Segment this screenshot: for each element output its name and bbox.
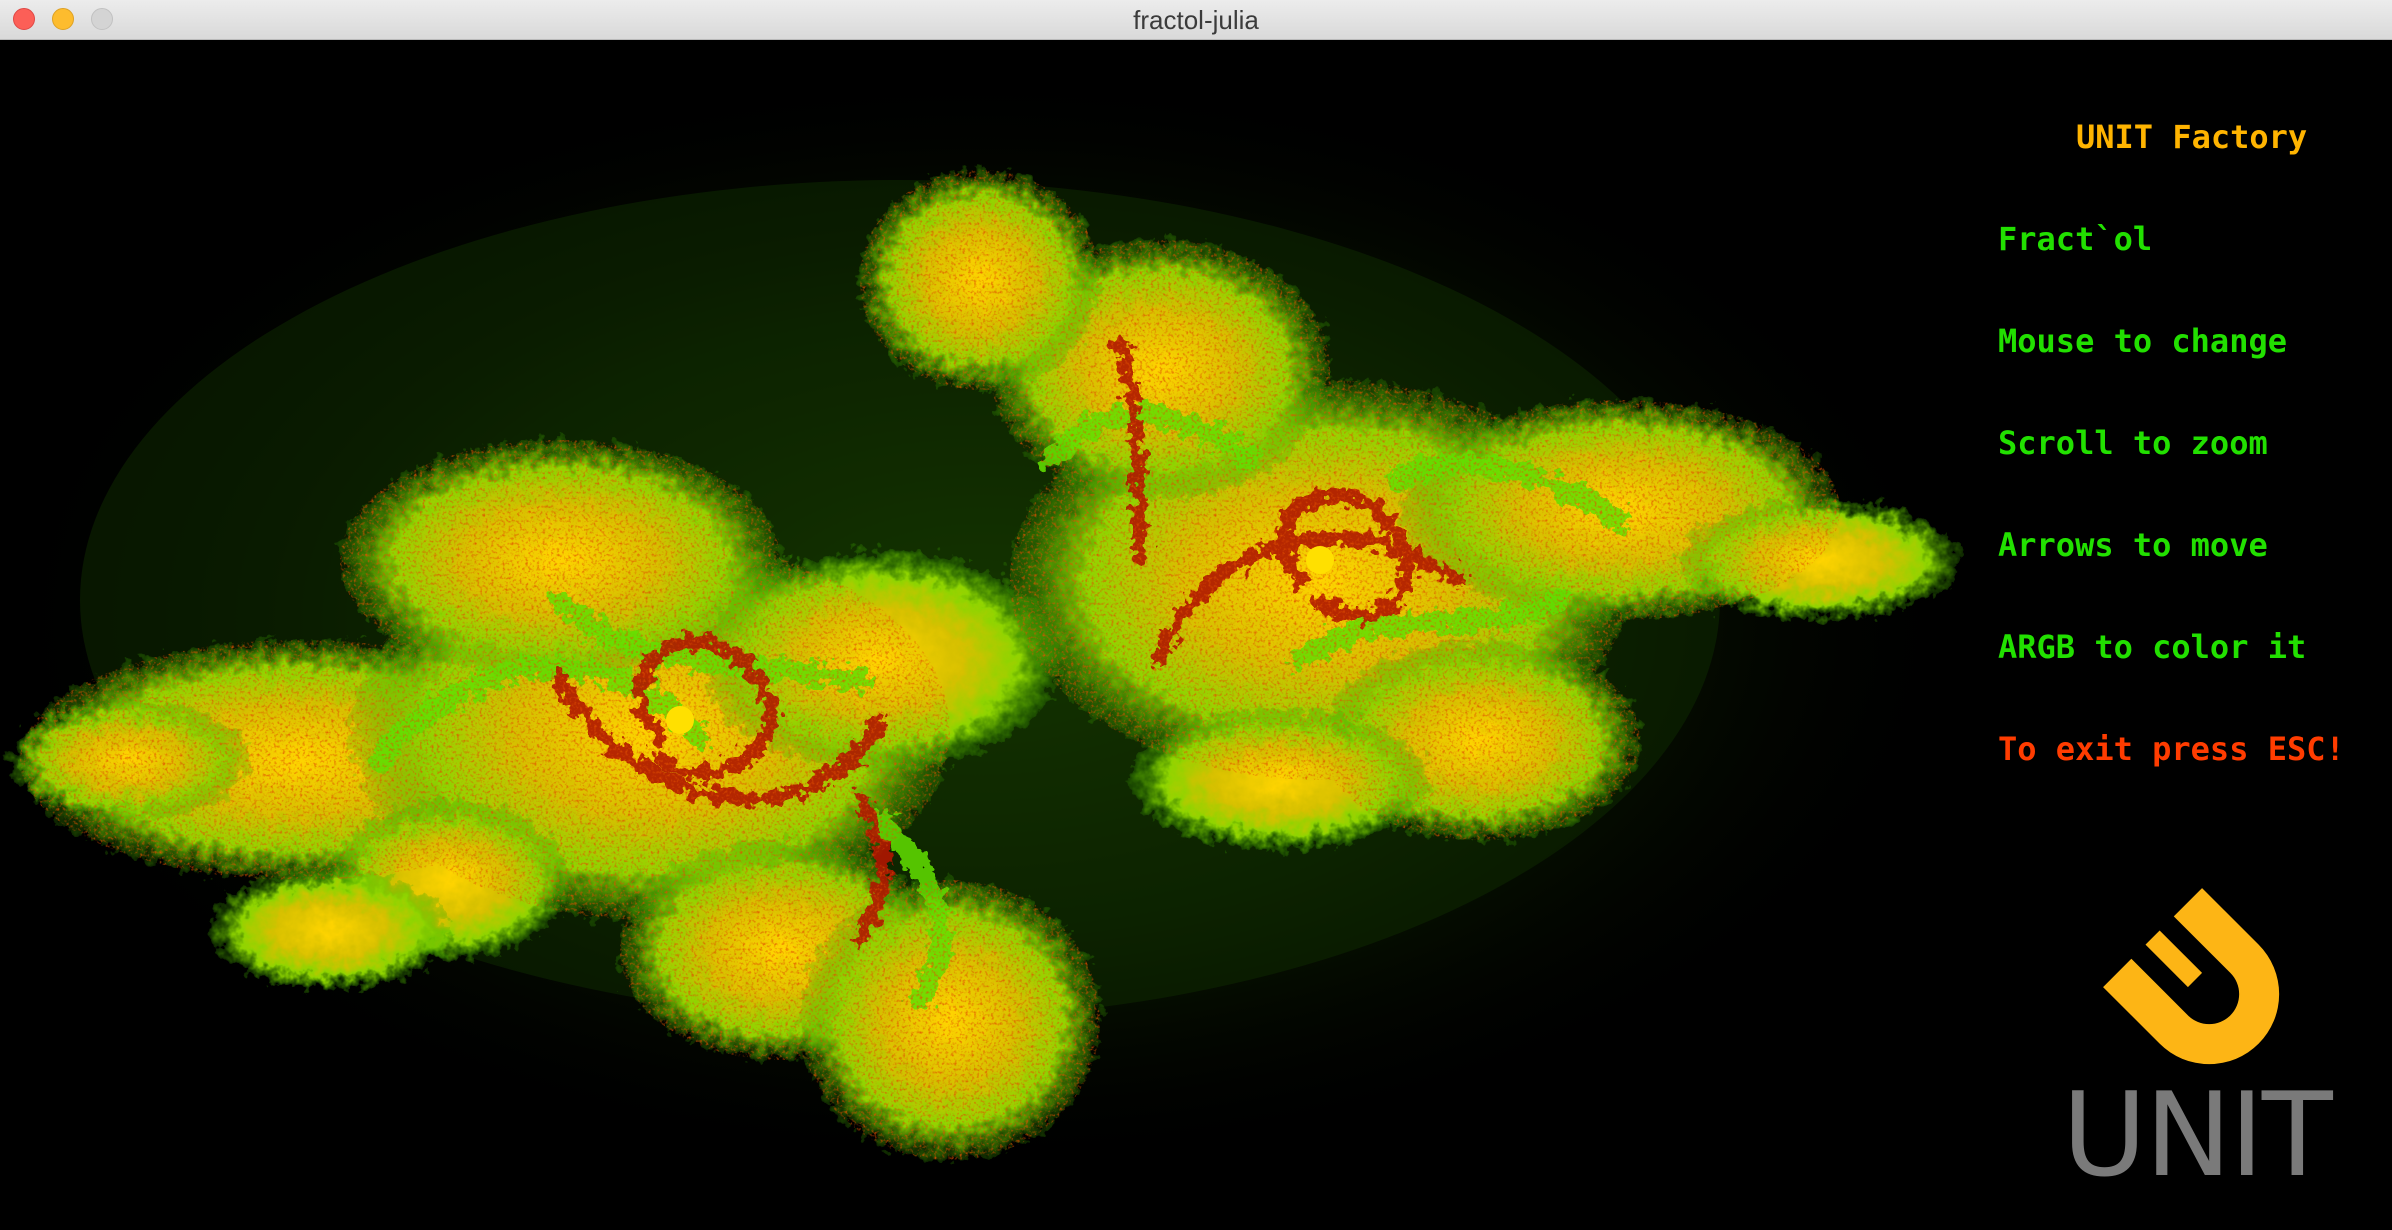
help-line-exit: To exit press ESC! [1998,730,2345,768]
controls-help-panel: UNIT Factory Fract`ol Mouse to change Sc… [1998,52,2345,834]
title-bar[interactable]: fractol-julia [0,0,2392,40]
julia-fractal-image[interactable] [0,40,2000,1230]
unit-logo-text: UNIT [2062,1068,2333,1203]
help-line-mouse: Mouse to change [1998,322,2287,360]
window-title: fractol-julia [1133,5,1259,35]
help-line-argb: ARGB to color it [1998,628,2307,666]
close-window-button[interactable] [13,8,35,30]
help-brand: UNIT Factory [2076,118,2308,156]
fractal-canvas[interactable]: UNIT Factory Fract`ol Mouse to change Sc… [0,40,2392,1230]
unit-factory-logo-icon [2103,888,2280,1065]
help-line-app-name: Fract`ol [1998,220,2153,258]
minimize-window-button[interactable] [52,8,74,30]
maximize-window-button[interactable] [91,8,113,30]
help-line-arrows: Arrows to move [1998,526,2268,564]
help-line-scroll: Scroll to zoom [1998,424,2268,462]
